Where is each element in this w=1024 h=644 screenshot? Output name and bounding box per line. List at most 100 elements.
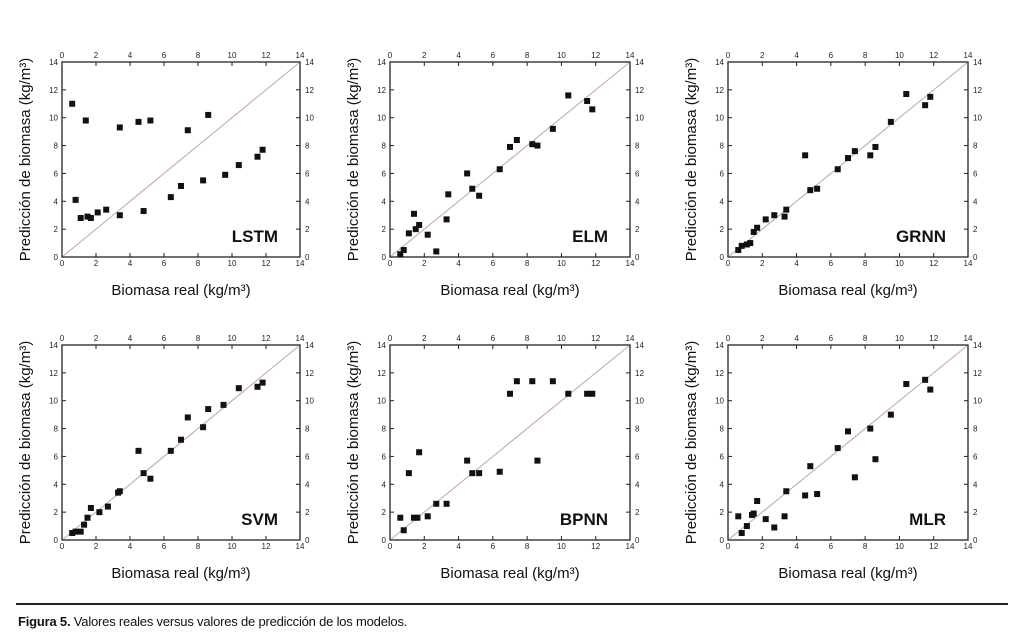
elm-data-point — [397, 251, 404, 258]
grnn-data-point — [814, 185, 821, 192]
bpnn-xtick-label-top: 6 — [491, 334, 496, 343]
svm-data-point — [200, 424, 207, 431]
mlr-model-label: MLR — [909, 510, 946, 529]
elm-xtick-label-top: 8 — [525, 51, 530, 60]
grnn-xtick-label-bottom: 10 — [895, 259, 904, 268]
bpnn-data-point — [496, 468, 503, 475]
grnn-ytick-label-right: 2 — [973, 225, 978, 234]
elm-xtick-label-top: 0 — [388, 51, 393, 60]
mlr-xtick-label-top: 12 — [929, 334, 938, 343]
lstm-data-point — [259, 146, 266, 153]
lstm-data-point — [116, 212, 123, 219]
elm-xtick-label-bottom: 14 — [626, 259, 635, 268]
svm-ytick-label-right: 10 — [305, 397, 314, 406]
bpnn-data-point — [584, 390, 591, 397]
svm-data-point — [147, 475, 154, 482]
lstm-ytick-label-left: 0 — [54, 253, 59, 262]
svm-ytick-label-right: 4 — [305, 480, 310, 489]
lstm-data-point — [167, 194, 174, 201]
lstm-xtick-label-top: 4 — [128, 51, 133, 60]
svm-data-point — [259, 379, 266, 386]
mlr-ytick-label-left: 12 — [715, 369, 724, 378]
grnn-data-point — [771, 212, 778, 219]
svm-ytick-label-right: 0 — [305, 536, 310, 545]
mlr-data-point — [781, 513, 788, 520]
elm-model-label: ELM — [572, 227, 608, 246]
bpnn-ytick-label-left: 4 — [382, 480, 387, 489]
bpnn-data-point — [414, 514, 421, 521]
elm-ytick-label-right: 10 — [635, 114, 644, 123]
grnn-xtick-label-top: 8 — [863, 51, 868, 60]
mlr-ytick-label-right: 12 — [973, 369, 982, 378]
mlr-data-point — [750, 510, 757, 517]
svm-xtick-label-bottom: 4 — [128, 542, 133, 551]
bpnn-xtick-label-bottom: 12 — [591, 542, 600, 551]
elm-xtick-label-top: 6 — [491, 51, 496, 60]
bpnn-data-point — [507, 390, 513, 397]
lstm-xtick-label-top: 6 — [162, 51, 167, 60]
svm-xtick-label-top: 2 — [94, 334, 99, 343]
grnn-data-point — [834, 166, 841, 173]
elm-data-point — [534, 142, 541, 149]
elm-data-point — [445, 191, 452, 198]
bpnn-ytick-label-right: 8 — [635, 425, 640, 434]
bpnn-xtick-label-top: 2 — [422, 334, 427, 343]
mlr-ytick-label-right: 10 — [973, 397, 982, 406]
elm-data-point — [529, 141, 536, 148]
bpnn-y-axis-label: Predicción de biomasa (kg/m³) — [345, 341, 362, 544]
grnn-ytick-label-left: 2 — [720, 225, 725, 234]
grnn-xtick-label-top: 14 — [964, 51, 973, 60]
elm-ytick-label-right: 12 — [635, 86, 644, 95]
lstm-data-point — [116, 124, 123, 131]
elm-ytick-label-right: 2 — [635, 225, 640, 234]
bpnn-data-point — [464, 457, 471, 464]
mlr-xtick-label-bottom: 10 — [895, 542, 904, 551]
lstm-data-point — [222, 171, 229, 178]
grnn-ytick-label-left: 0 — [720, 253, 725, 262]
grnn-data-point — [762, 216, 769, 223]
mlr-data-point — [807, 463, 814, 470]
mlr-xtick-label-bottom: 8 — [863, 542, 868, 551]
svm-ytick-label-right: 8 — [305, 425, 310, 434]
lstm-ytick-label-left: 2 — [54, 225, 59, 234]
lstm-data-point — [94, 209, 101, 216]
elm-data-point — [433, 248, 440, 255]
lstm-xtick-label-bottom: 8 — [196, 259, 201, 268]
grnn-xtick-label-top: 10 — [895, 51, 904, 60]
figure-caption: Figura 5. Valores reales versus valores … — [18, 614, 407, 629]
lstm-ytick-label-right: 0 — [305, 253, 310, 262]
svm-xtick-label-top: 0 — [60, 334, 65, 343]
grnn-model-label: GRNN — [896, 227, 946, 246]
mlr-data-point — [738, 530, 745, 537]
grnn-ytick-label-left: 8 — [720, 142, 725, 151]
lstm-xtick-label-top: 14 — [296, 51, 305, 60]
mlr-data-point — [754, 498, 761, 504]
svm-xtick-label-top: 8 — [196, 334, 201, 343]
bpnn-xtick-label-top: 12 — [591, 334, 600, 343]
lstm-xtick-label-bottom: 2 — [94, 259, 99, 268]
svm-xtick-label-bottom: 0 — [60, 542, 65, 551]
grnn-xtick-label-top: 2 — [760, 51, 765, 60]
svm-data-point — [167, 447, 174, 454]
mlr-data-point — [762, 516, 769, 523]
grnn-xtick-label-top: 12 — [929, 51, 938, 60]
grnn-ytick-label-right: 12 — [973, 86, 982, 95]
bpnn-xtick-label-bottom: 4 — [456, 542, 461, 551]
elm-ytick-label-left: 12 — [377, 86, 386, 95]
svm-xtick-label-bottom: 6 — [162, 542, 167, 551]
mlr-data-point — [887, 411, 894, 418]
mlr-ytick-label-left: 0 — [720, 536, 725, 545]
svm-data-point — [69, 530, 76, 537]
bpnn-data-point — [469, 470, 476, 477]
grnn-xtick-label-top: 0 — [726, 51, 731, 60]
mlr-ytick-label-right: 8 — [973, 425, 978, 434]
bpnn-data-point — [405, 470, 412, 477]
elm-data-point — [412, 226, 419, 233]
grnn-xtick-label-top: 4 — [794, 51, 799, 60]
bpnn-data-point — [416, 449, 423, 456]
grnn-xtick-label-bottom: 0 — [726, 259, 731, 268]
lstm-ytick-label-left: 6 — [54, 169, 59, 178]
grnn-y-axis-label: Predicción de biomasa (kg/m³) — [683, 58, 700, 261]
svm-data-point — [96, 509, 103, 516]
elm-data-point — [507, 143, 513, 150]
